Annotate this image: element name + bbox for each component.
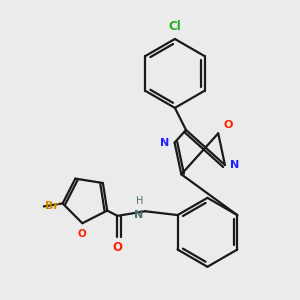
Text: N: N	[134, 211, 143, 220]
Text: O: O	[112, 242, 122, 254]
Text: O: O	[78, 229, 87, 239]
Text: N: N	[160, 138, 169, 148]
Text: H: H	[136, 196, 143, 206]
Text: O: O	[224, 120, 233, 130]
Text: N: N	[230, 160, 240, 170]
Text: Br: Br	[45, 201, 59, 212]
Text: Cl: Cl	[169, 20, 181, 33]
